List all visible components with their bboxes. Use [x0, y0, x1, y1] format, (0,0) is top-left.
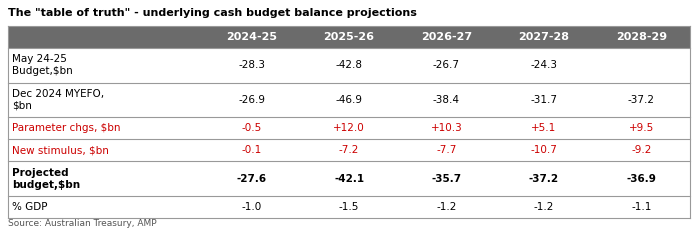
Text: -38.4: -38.4 [433, 95, 460, 105]
Text: +12.0: +12.0 [333, 123, 365, 133]
Text: -26.9: -26.9 [238, 95, 265, 105]
Text: +5.1: +5.1 [531, 123, 556, 133]
Text: -24.3: -24.3 [530, 60, 558, 70]
Bar [8, 196, 690, 218]
Text: Projected
budget,$bn: Projected budget,$bn [12, 168, 80, 190]
Text: -37.2: -37.2 [628, 95, 655, 105]
Text: -1.2: -1.2 [436, 202, 456, 212]
Text: % GDP: % GDP [12, 202, 47, 212]
Text: -46.9: -46.9 [336, 95, 362, 105]
Text: -26.7: -26.7 [433, 60, 460, 70]
Text: -27.6: -27.6 [237, 174, 267, 184]
Text: -35.7: -35.7 [431, 174, 461, 184]
Text: -7.7: -7.7 [436, 145, 456, 155]
Text: New stimulus, $bn: New stimulus, $bn [12, 145, 109, 155]
Text: -31.7: -31.7 [530, 95, 558, 105]
Text: -0.1: -0.1 [242, 145, 262, 155]
Text: +9.5: +9.5 [629, 123, 654, 133]
Text: -1.5: -1.5 [339, 202, 359, 212]
Bar [8, 161, 690, 196]
Text: +10.3: +10.3 [431, 123, 462, 133]
Bar [8, 48, 690, 83]
Text: -1.0: -1.0 [242, 202, 262, 212]
Text: 2024-25: 2024-25 [226, 32, 277, 42]
Text: -28.3: -28.3 [238, 60, 265, 70]
Bar [8, 139, 690, 161]
Text: 2025-26: 2025-26 [324, 32, 375, 42]
Text: -0.5: -0.5 [242, 123, 262, 133]
Text: -42.1: -42.1 [334, 174, 364, 184]
Text: -37.2: -37.2 [529, 174, 559, 184]
Text: Dec 2024 MYEFO,
$bn: Dec 2024 MYEFO, $bn [12, 89, 104, 111]
Bar [8, 83, 690, 117]
Text: The "table of truth" - underlying cash budget balance projections: The "table of truth" - underlying cash b… [8, 8, 417, 18]
Text: -1.2: -1.2 [534, 202, 554, 212]
Text: -36.9: -36.9 [626, 174, 656, 184]
Text: -10.7: -10.7 [530, 145, 557, 155]
Text: 2026-27: 2026-27 [421, 32, 472, 42]
Bar [8, 26, 690, 48]
Text: -7.2: -7.2 [339, 145, 359, 155]
Text: 2028-29: 2028-29 [616, 32, 667, 42]
Text: 2027-28: 2027-28 [519, 32, 570, 42]
Text: -42.8: -42.8 [336, 60, 362, 70]
Text: -1.1: -1.1 [631, 202, 651, 212]
Text: -9.2: -9.2 [631, 145, 651, 155]
Text: Source: Australian Treasury, AMP: Source: Australian Treasury, AMP [8, 219, 156, 228]
Bar [8, 117, 690, 139]
Text: Parameter chgs, $bn: Parameter chgs, $bn [12, 123, 121, 133]
Text: May 24-25
Budget,$bn: May 24-25 Budget,$bn [12, 55, 73, 76]
